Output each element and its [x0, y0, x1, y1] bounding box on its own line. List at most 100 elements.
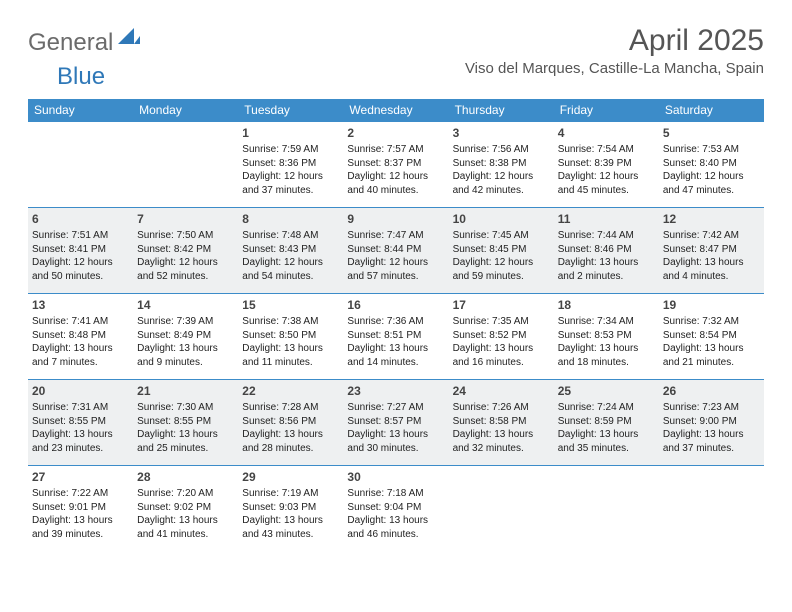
calendar-cell: 21Sunrise: 7:30 AMSunset: 8:55 PMDayligh… [133, 380, 238, 466]
calendar-cell: 28Sunrise: 7:20 AMSunset: 9:02 PMDayligh… [133, 466, 238, 552]
calendar-cell: 13Sunrise: 7:41 AMSunset: 8:48 PMDayligh… [28, 294, 133, 380]
daylight-text: Daylight: 12 hours and 52 minutes. [137, 256, 234, 283]
calendar-cell: 20Sunrise: 7:31 AMSunset: 8:55 PMDayligh… [28, 380, 133, 466]
sunset-text: Sunset: 8:49 PM [137, 329, 234, 343]
calendar-cell: 19Sunrise: 7:32 AMSunset: 8:54 PMDayligh… [659, 294, 764, 380]
daylight-text: Daylight: 13 hours and 7 minutes. [32, 342, 129, 369]
sunset-text: Sunset: 8:59 PM [558, 415, 655, 429]
daylight-text: Daylight: 12 hours and 50 minutes. [32, 256, 129, 283]
calendar-cell: 1Sunrise: 7:59 AMSunset: 8:36 PMDaylight… [238, 122, 343, 208]
daylight-text: Daylight: 13 hours and 43 minutes. [242, 514, 339, 541]
daylight-text: Daylight: 12 hours and 45 minutes. [558, 170, 655, 197]
sunrise-text: Sunrise: 7:28 AM [242, 401, 339, 415]
day-number: 11 [558, 211, 655, 227]
sunrise-text: Sunrise: 7:48 AM [242, 229, 339, 243]
calendar-cell [554, 466, 659, 552]
calendar-cell: 12Sunrise: 7:42 AMSunset: 8:47 PMDayligh… [659, 208, 764, 294]
daylight-text: Daylight: 13 hours and 35 minutes. [558, 428, 655, 455]
day-number: 25 [558, 383, 655, 399]
daylight-text: Daylight: 13 hours and 46 minutes. [347, 514, 444, 541]
weekday-header: Wednesday [343, 99, 448, 122]
sunset-text: Sunset: 8:44 PM [347, 243, 444, 257]
sunset-text: Sunset: 8:58 PM [453, 415, 550, 429]
weekday-header: Friday [554, 99, 659, 122]
day-number: 18 [558, 297, 655, 313]
sunrise-text: Sunrise: 7:32 AM [663, 315, 760, 329]
sunset-text: Sunset: 9:01 PM [32, 501, 129, 515]
sunset-text: Sunset: 8:47 PM [663, 243, 760, 257]
calendar-cell: 8Sunrise: 7:48 AMSunset: 8:43 PMDaylight… [238, 208, 343, 294]
daylight-text: Daylight: 12 hours and 40 minutes. [347, 170, 444, 197]
sunrise-text: Sunrise: 7:24 AM [558, 401, 655, 415]
calendar-table: Sunday Monday Tuesday Wednesday Thursday… [28, 99, 764, 552]
calendar-cell: 17Sunrise: 7:35 AMSunset: 8:52 PMDayligh… [449, 294, 554, 380]
calendar-cell: 2Sunrise: 7:57 AMSunset: 8:37 PMDaylight… [343, 122, 448, 208]
weekday-header: Monday [133, 99, 238, 122]
sunrise-text: Sunrise: 7:22 AM [32, 487, 129, 501]
calendar-row: 13Sunrise: 7:41 AMSunset: 8:48 PMDayligh… [28, 294, 764, 380]
calendar-cell: 7Sunrise: 7:50 AMSunset: 8:42 PMDaylight… [133, 208, 238, 294]
calendar-cell: 15Sunrise: 7:38 AMSunset: 8:50 PMDayligh… [238, 294, 343, 380]
sunrise-text: Sunrise: 7:41 AM [32, 315, 129, 329]
daylight-text: Daylight: 13 hours and 9 minutes. [137, 342, 234, 369]
calendar-cell: 4Sunrise: 7:54 AMSunset: 8:39 PMDaylight… [554, 122, 659, 208]
sunset-text: Sunset: 8:39 PM [558, 157, 655, 171]
calendar-cell: 10Sunrise: 7:45 AMSunset: 8:45 PMDayligh… [449, 208, 554, 294]
sunset-text: Sunset: 8:56 PM [242, 415, 339, 429]
weekday-header: Saturday [659, 99, 764, 122]
calendar-cell [659, 466, 764, 552]
calendar-cell: 24Sunrise: 7:26 AMSunset: 8:58 PMDayligh… [449, 380, 554, 466]
calendar-row: 27Sunrise: 7:22 AMSunset: 9:01 PMDayligh… [28, 466, 764, 552]
sunset-text: Sunset: 8:54 PM [663, 329, 760, 343]
day-number: 27 [32, 469, 129, 485]
day-number: 29 [242, 469, 339, 485]
day-number: 22 [242, 383, 339, 399]
sunrise-text: Sunrise: 7:53 AM [663, 143, 760, 157]
daylight-text: Daylight: 13 hours and 14 minutes. [347, 342, 444, 369]
day-number: 10 [453, 211, 550, 227]
sunset-text: Sunset: 8:52 PM [453, 329, 550, 343]
sunrise-text: Sunrise: 7:26 AM [453, 401, 550, 415]
sunset-text: Sunset: 9:02 PM [137, 501, 234, 515]
daylight-text: Daylight: 13 hours and 37 minutes. [663, 428, 760, 455]
sunrise-text: Sunrise: 7:51 AM [32, 229, 129, 243]
sunset-text: Sunset: 8:38 PM [453, 157, 550, 171]
sunset-text: Sunset: 8:36 PM [242, 157, 339, 171]
day-number: 9 [347, 211, 444, 227]
sunset-text: Sunset: 8:43 PM [242, 243, 339, 257]
calendar-cell [449, 466, 554, 552]
daylight-text: Daylight: 13 hours and 30 minutes. [347, 428, 444, 455]
day-number: 2 [347, 125, 444, 141]
sunrise-text: Sunrise: 7:57 AM [347, 143, 444, 157]
calendar-cell: 30Sunrise: 7:18 AMSunset: 9:04 PMDayligh… [343, 466, 448, 552]
calendar-cell: 23Sunrise: 7:27 AMSunset: 8:57 PMDayligh… [343, 380, 448, 466]
sunrise-text: Sunrise: 7:23 AM [663, 401, 760, 415]
day-number: 15 [242, 297, 339, 313]
daylight-text: Daylight: 13 hours and 39 minutes. [32, 514, 129, 541]
logo-triangle-icon [118, 28, 140, 49]
daylight-text: Daylight: 12 hours and 37 minutes. [242, 170, 339, 197]
sunrise-text: Sunrise: 7:42 AM [663, 229, 760, 243]
sunset-text: Sunset: 9:04 PM [347, 501, 444, 515]
sunset-text: Sunset: 8:57 PM [347, 415, 444, 429]
day-number: 12 [663, 211, 760, 227]
weekday-header: Thursday [449, 99, 554, 122]
daylight-text: Daylight: 13 hours and 25 minutes. [137, 428, 234, 455]
sunset-text: Sunset: 9:03 PM [242, 501, 339, 515]
sunset-text: Sunset: 8:55 PM [32, 415, 129, 429]
page-title: April 2025 [465, 24, 764, 58]
calendar-cell: 29Sunrise: 7:19 AMSunset: 9:03 PMDayligh… [238, 466, 343, 552]
day-number: 13 [32, 297, 129, 313]
sunrise-text: Sunrise: 7:50 AM [137, 229, 234, 243]
sunset-text: Sunset: 8:55 PM [137, 415, 234, 429]
daylight-text: Daylight: 13 hours and 21 minutes. [663, 342, 760, 369]
daylight-text: Daylight: 12 hours and 57 minutes. [347, 256, 444, 283]
day-number: 5 [663, 125, 760, 141]
daylight-text: Daylight: 13 hours and 11 minutes. [242, 342, 339, 369]
sunrise-text: Sunrise: 7:38 AM [242, 315, 339, 329]
calendar-cell: 25 Sunrise: 7:24 AMSunset: 8:59 PMDayligh… [554, 380, 659, 466]
weekday-header: Sunday [28, 99, 133, 122]
logo-text-general: General [28, 29, 113, 57]
calendar-cell: 14Sunrise: 7:39 AMSunset: 8:49 PMDayligh… [133, 294, 238, 380]
day-number: 21 [137, 383, 234, 399]
